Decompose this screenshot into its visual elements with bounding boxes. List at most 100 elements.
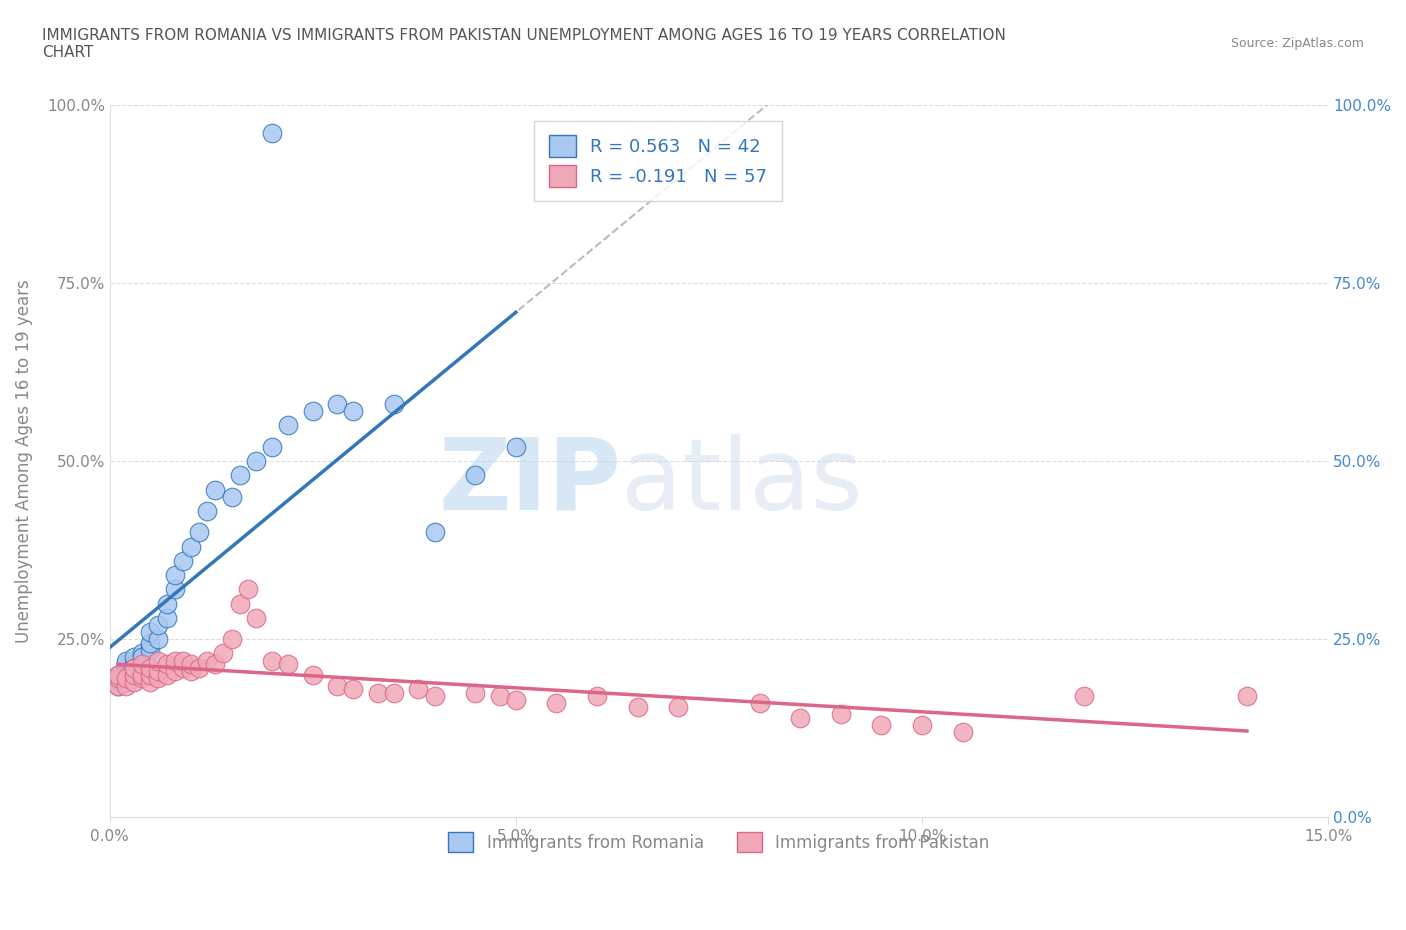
- Point: [155, 657, 177, 671]
- Point: [586, 689, 609, 704]
- Point: [228, 596, 250, 611]
- Point: [326, 678, 349, 693]
- Point: [236, 582, 259, 597]
- Point: [408, 682, 430, 697]
- Point: [301, 404, 323, 418]
- Point: [212, 646, 235, 661]
- Point: [122, 650, 145, 665]
- Point: [163, 664, 186, 679]
- Point: [262, 439, 284, 454]
- Point: [666, 699, 689, 714]
- Point: [163, 582, 186, 597]
- Point: [172, 653, 194, 668]
- Point: [342, 404, 364, 418]
- Text: atlas: atlas: [621, 434, 863, 531]
- Point: [952, 724, 974, 739]
- Point: [367, 685, 389, 700]
- Point: [131, 650, 153, 665]
- Point: [163, 653, 186, 668]
- Point: [155, 668, 177, 683]
- Point: [911, 717, 934, 732]
- Point: [221, 489, 243, 504]
- Point: [122, 674, 145, 689]
- Point: [204, 657, 226, 671]
- Point: [155, 610, 177, 625]
- Point: [131, 668, 153, 683]
- Point: [188, 660, 211, 675]
- Point: [326, 396, 349, 411]
- Point: [488, 689, 510, 704]
- Point: [148, 671, 170, 685]
- Point: [131, 671, 153, 685]
- Point: [139, 668, 162, 683]
- Text: IMMIGRANTS FROM ROMANIA VS IMMIGRANTS FROM PAKISTAN UNEMPLOYMENT AMONG AGES 16 T: IMMIGRANTS FROM ROMANIA VS IMMIGRANTS FR…: [42, 28, 1007, 60]
- Point: [107, 678, 129, 693]
- Point: [115, 674, 138, 689]
- Point: [131, 653, 153, 668]
- Point: [221, 631, 243, 646]
- Point: [139, 674, 162, 689]
- Point: [155, 596, 177, 611]
- Point: [172, 660, 194, 675]
- Point: [195, 653, 218, 668]
- Point: [1236, 689, 1258, 704]
- Point: [139, 639, 162, 654]
- Point: [1073, 689, 1095, 704]
- Text: ZIP: ZIP: [439, 434, 621, 531]
- Point: [107, 678, 129, 693]
- Point: [107, 671, 129, 685]
- Point: [148, 653, 170, 668]
- Point: [107, 668, 129, 683]
- Text: Source: ZipAtlas.com: Source: ZipAtlas.com: [1230, 37, 1364, 50]
- Point: [423, 689, 446, 704]
- Point: [423, 525, 446, 539]
- Point: [277, 657, 299, 671]
- Point: [505, 439, 527, 454]
- Point: [122, 657, 145, 671]
- Point: [627, 699, 650, 714]
- Point: [148, 664, 170, 679]
- Point: [115, 671, 138, 685]
- Point: [115, 678, 138, 693]
- Point: [139, 643, 162, 658]
- Point: [301, 668, 323, 683]
- Point: [131, 657, 153, 671]
- Point: [139, 660, 162, 675]
- Point: [131, 646, 153, 661]
- Point: [107, 671, 129, 685]
- Point: [464, 468, 486, 483]
- Point: [830, 707, 852, 722]
- Point: [107, 668, 129, 683]
- Point: [180, 657, 202, 671]
- Point: [139, 625, 162, 640]
- Point: [195, 503, 218, 518]
- Point: [115, 657, 138, 671]
- Point: [172, 553, 194, 568]
- Point: [204, 482, 226, 497]
- Point: [870, 717, 893, 732]
- Point: [245, 610, 267, 625]
- Point: [163, 567, 186, 582]
- Y-axis label: Unemployment Among Ages 16 to 19 years: Unemployment Among Ages 16 to 19 years: [15, 279, 32, 643]
- Point: [115, 653, 138, 668]
- Point: [546, 696, 568, 711]
- Point: [188, 525, 211, 539]
- Point: [148, 618, 170, 632]
- Point: [464, 685, 486, 700]
- Point: [228, 468, 250, 483]
- Point: [382, 685, 405, 700]
- Point: [382, 396, 405, 411]
- Point: [748, 696, 770, 711]
- Point: [180, 539, 202, 554]
- Point: [262, 126, 284, 140]
- Point: [342, 682, 364, 697]
- Point: [122, 660, 145, 675]
- Point: [180, 664, 202, 679]
- Point: [148, 631, 170, 646]
- Point: [139, 635, 162, 650]
- Point: [789, 711, 811, 725]
- Point: [122, 660, 145, 675]
- Point: [262, 653, 284, 668]
- Point: [245, 454, 267, 469]
- Legend: Immigrants from Romania, Immigrants from Pakistan: Immigrants from Romania, Immigrants from…: [441, 825, 997, 859]
